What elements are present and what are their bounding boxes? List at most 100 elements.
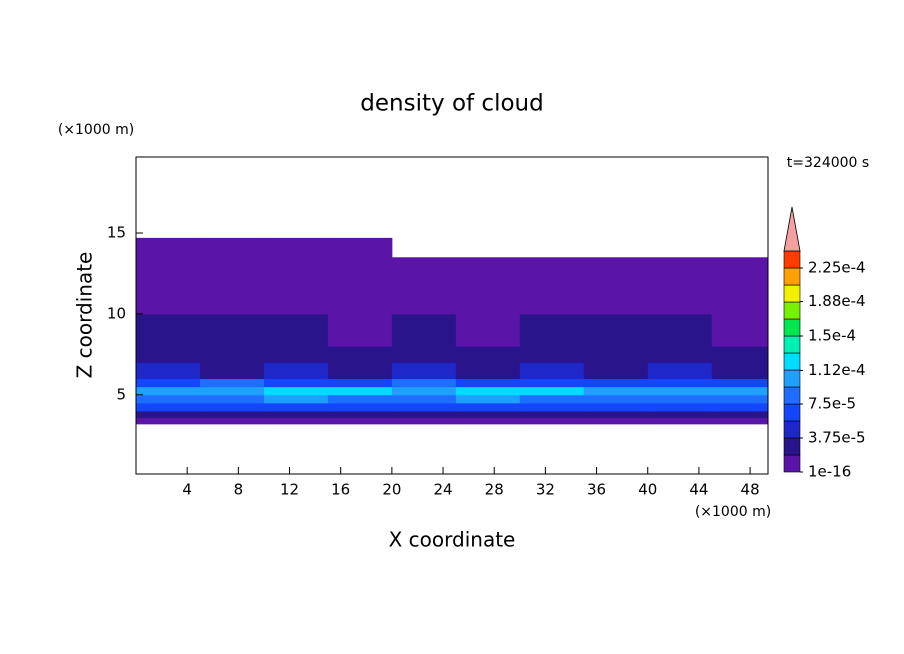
colorbar-swatch xyxy=(783,267,801,286)
contour-cell xyxy=(263,386,329,396)
contour-cell xyxy=(136,362,201,380)
contour-cell xyxy=(136,257,201,274)
contour-cell xyxy=(455,313,521,347)
plot-frame xyxy=(135,156,769,475)
contour-cell xyxy=(391,378,457,388)
contour-cell xyxy=(199,346,265,363)
contour-cell xyxy=(199,386,265,396)
contour-cell xyxy=(136,394,201,404)
colorbar-swatch xyxy=(783,437,801,456)
contour-cell xyxy=(263,410,329,418)
contour-cell xyxy=(583,346,649,363)
contour-cell xyxy=(199,273,265,315)
contour-cell xyxy=(583,402,649,412)
contour-cell xyxy=(583,273,649,315)
contour-cell xyxy=(519,394,585,404)
contour-cell xyxy=(711,346,768,363)
contour-cell xyxy=(263,257,329,274)
contour-cell xyxy=(136,378,201,388)
contour-cell xyxy=(136,417,201,425)
contour-cell xyxy=(136,313,201,347)
contour-cell xyxy=(136,402,201,412)
contour-cell xyxy=(711,378,768,388)
contour-cell xyxy=(391,386,457,396)
contour-cell xyxy=(455,394,521,404)
colorbar-extend xyxy=(783,206,801,252)
contour-cell xyxy=(455,386,521,396)
contour-cell xyxy=(199,313,265,347)
colorbar-tick-label: 2.25e-4 xyxy=(808,259,866,277)
contour-cell xyxy=(327,394,393,404)
contour-cell xyxy=(136,237,201,258)
contour-field xyxy=(136,237,768,425)
contour-cell xyxy=(263,402,329,412)
contour-cell xyxy=(455,273,521,315)
contour-cell xyxy=(391,257,457,274)
colorbar-tick-label: 1.88e-4 xyxy=(808,292,866,310)
contour-cell xyxy=(711,273,768,315)
contour-cell xyxy=(583,378,649,388)
colorbar-swatch xyxy=(783,403,801,422)
contour-cell xyxy=(455,362,521,380)
contour-cell xyxy=(711,410,768,418)
colorbar-tick-label: 1e-16 xyxy=(808,463,851,481)
contour-cell xyxy=(519,378,585,388)
contour-cell xyxy=(647,273,713,315)
contour-cell xyxy=(327,417,393,425)
contour-cell xyxy=(519,410,585,418)
chart-title: density of cloud xyxy=(360,91,543,117)
contour-cell xyxy=(199,417,265,425)
contour-cell xyxy=(391,346,457,363)
contour-cell xyxy=(647,313,713,347)
colorbar-tick-label: 7.5e-5 xyxy=(808,395,856,413)
contour-cell xyxy=(519,417,585,425)
contour-cell xyxy=(647,257,713,274)
contour-cell xyxy=(583,257,649,274)
y-tick-label: 10 xyxy=(107,304,126,322)
contour-cell xyxy=(583,313,649,347)
contour-cell xyxy=(455,402,521,412)
x-tick-label: 20 xyxy=(382,481,401,499)
contour-cell xyxy=(647,402,713,412)
contour-cell xyxy=(263,237,329,258)
colorbar-swatch xyxy=(783,335,801,354)
x-tick-label: 8 xyxy=(234,481,244,499)
contour-cell xyxy=(583,410,649,418)
contour-cell xyxy=(327,378,393,388)
contour-cell xyxy=(455,410,521,418)
contour-cell xyxy=(711,313,768,347)
contour-cell xyxy=(711,362,768,380)
x-axis-label: X coordinate xyxy=(389,528,516,552)
contour-cell xyxy=(263,362,329,380)
contour-cell xyxy=(519,362,585,380)
contour-cell xyxy=(199,237,265,258)
contour-cell xyxy=(136,346,201,363)
x-unit: (×1000 m) xyxy=(695,504,771,520)
contour-cell xyxy=(647,386,713,396)
colorbar-swatch xyxy=(783,386,801,405)
contour-cell xyxy=(199,410,265,418)
contour-cell xyxy=(711,394,768,404)
colorbar-swatch xyxy=(783,301,801,320)
x-tick-label: 40 xyxy=(638,481,657,499)
contour-cell xyxy=(647,410,713,418)
colorbar-tick-label: 1.12e-4 xyxy=(808,361,866,379)
contour-cell xyxy=(711,257,768,274)
contour-cell xyxy=(136,410,201,418)
colorbar-swatch xyxy=(783,420,801,439)
contour-cell xyxy=(391,313,457,347)
contour-cell xyxy=(136,273,201,315)
contour-cell xyxy=(391,402,457,412)
contour-cell xyxy=(199,378,265,388)
contour-cell xyxy=(199,402,265,412)
contour-cell xyxy=(455,346,521,363)
contour-cell xyxy=(519,257,585,274)
contour-cell xyxy=(327,386,393,396)
contour-cell xyxy=(263,378,329,388)
contour-cell xyxy=(583,386,649,396)
colorbar-swatch xyxy=(783,318,801,337)
contour-cell xyxy=(391,417,457,425)
contour-cell xyxy=(647,378,713,388)
y-axis-label: Z coordinate xyxy=(73,252,97,379)
